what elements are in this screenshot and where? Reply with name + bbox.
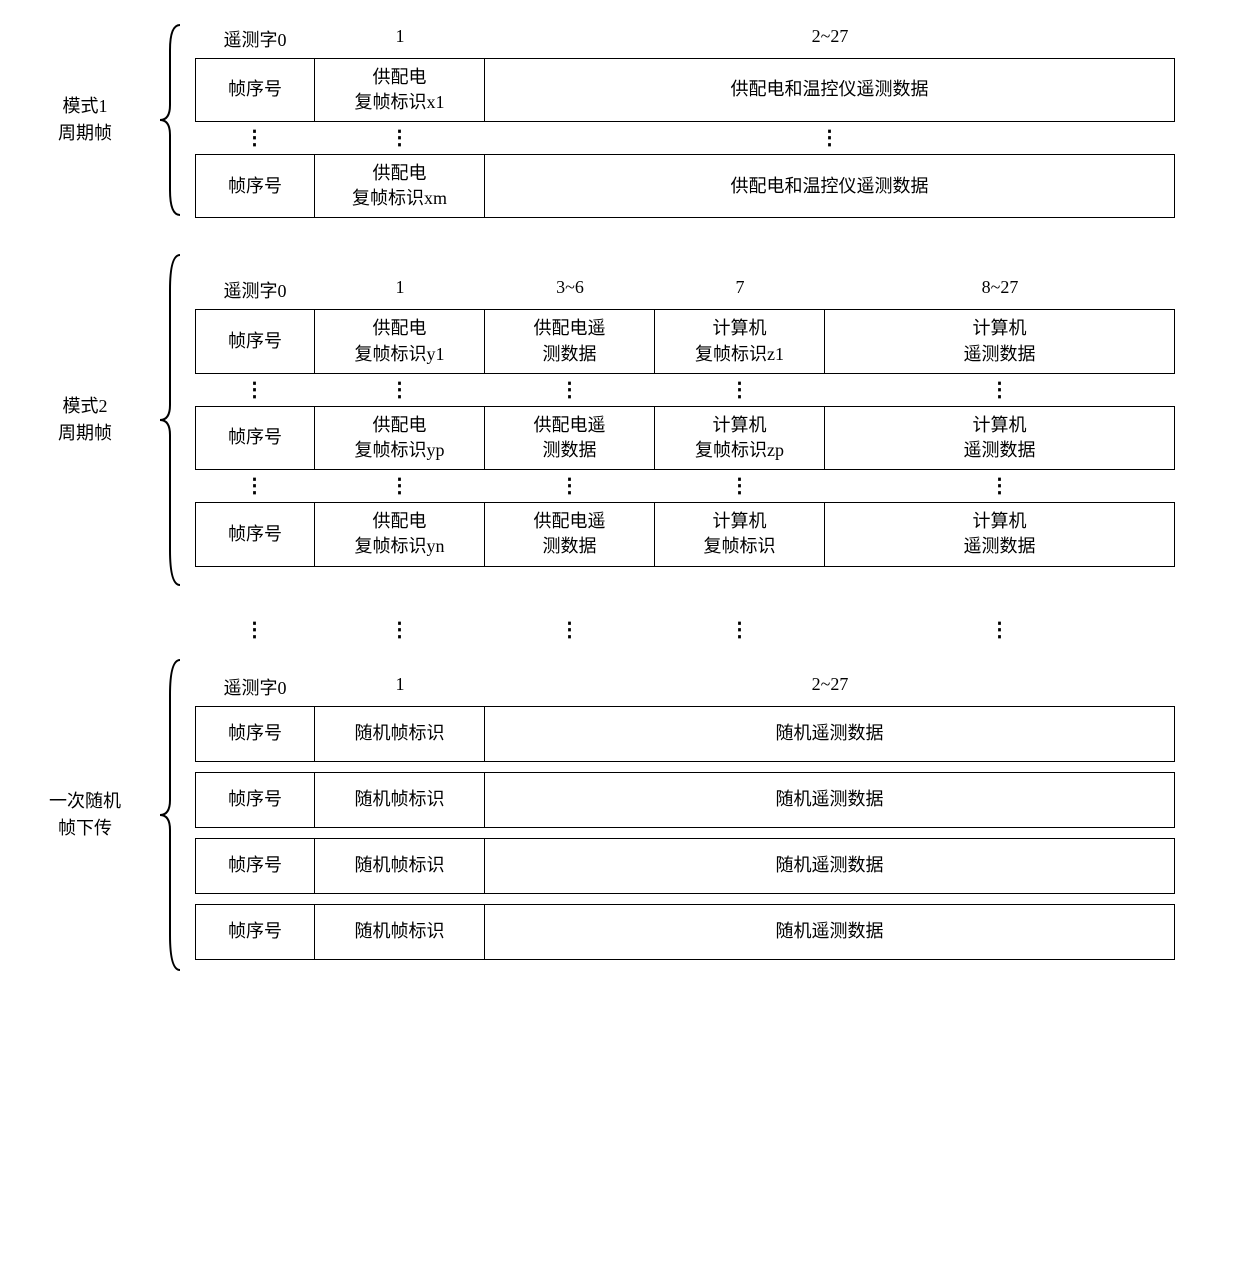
vdots: ⋮ (485, 380, 655, 400)
cell: 随机帧标识 (315, 838, 485, 894)
vdots: ⋮ (485, 128, 1175, 148)
table-row: 帧序号 随机帧标识 随机遥测数据 (195, 904, 1220, 960)
cell: 帧序号 (195, 772, 315, 828)
vdots: ⋮ (195, 380, 315, 400)
mode2-label: 模式2 周期帧 (20, 393, 150, 447)
random-header-0: 遥测字0 (195, 670, 315, 704)
table-row: 帧序号 供配电复帧标识xm 供配电和温控仪遥测数据 (195, 154, 1220, 218)
cell: 随机遥测数据 (485, 904, 1175, 960)
table-row: 帧序号 供配电复帧标识x1 供配电和温控仪遥测数据 (195, 58, 1220, 122)
random-header-1: 1 (315, 670, 485, 704)
cell: 供配电复帧标识yn (315, 502, 485, 566)
mode2-header-0: 遥测字0 (195, 273, 315, 307)
cell: 随机遥测数据 (485, 838, 1175, 894)
mode1-header-1: 1 (315, 22, 485, 56)
cell: 帧序号 (195, 406, 315, 470)
random-content: 遥测字0 1 2~27 帧序号 随机帧标识 随机遥测数据 帧序号 随机帧标识 随… (195, 670, 1220, 960)
vdots: ⋮ (195, 620, 315, 640)
mode2-header-2: 3~6 (485, 273, 655, 307)
vdots: ⋮ (825, 476, 1175, 496)
table-row: 帧序号 供配电复帧标识yn 供配电遥测数据 计算机复帧标识 计算机遥测数据 (195, 502, 1220, 566)
vdots: ⋮ (485, 620, 655, 640)
cell: 随机遥测数据 (485, 772, 1175, 828)
cell: 供配电复帧标识x1 (315, 58, 485, 122)
cell: 帧序号 (195, 706, 315, 762)
mode2-header-3: 7 (655, 273, 825, 307)
cell: 供配电遥测数据 (485, 309, 655, 373)
mode1-label-line2: 周期帧 (20, 120, 150, 147)
table-row: 帧序号 供配电复帧标识y1 供配电遥测数据 计算机复帧标识z1 计算机遥测数据 (195, 309, 1220, 373)
vdots: ⋮ (315, 380, 485, 400)
cell: 帧序号 (195, 502, 315, 566)
cell: 帧序号 (195, 58, 315, 122)
mode2-header-row: 遥测字0 1 3~6 7 8~27 (195, 273, 1220, 307)
table-row: 帧序号 随机帧标识 随机遥测数据 (195, 772, 1220, 828)
vdots: ⋮ (195, 128, 315, 148)
table-row: 帧序号 供配电复帧标识yp 供配电遥测数据 计算机复帧标识zp 计算机遥测数据 (195, 406, 1220, 470)
vdots: ⋮ (825, 380, 1175, 400)
mode1-content: 遥测字0 1 2~27 帧序号 供配电复帧标识x1 供配电和温控仪遥测数据 ⋮ … (195, 22, 1220, 219)
vdots: ⋮ (315, 476, 485, 496)
mode2-label-line2: 周期帧 (20, 420, 150, 447)
vdots: ⋮ (655, 476, 825, 496)
cell: 计算机复帧标识 (655, 502, 825, 566)
mode1-label: 模式1 周期帧 (20, 93, 150, 147)
cell: 计算机遥测数据 (825, 406, 1175, 470)
dots-row: ⋮ ⋮ ⋮ ⋮ ⋮ (195, 470, 1220, 502)
cell: 帧序号 (195, 904, 315, 960)
cell: 计算机遥测数据 (825, 502, 1175, 566)
mode2-content: 遥测字0 1 3~6 7 8~27 帧序号 供配电复帧标识y1 供配电遥测数据 … (195, 273, 1220, 566)
dots-row: ⋮ ⋮ ⋮ ⋮ ⋮ (195, 374, 1220, 406)
random-header-2: 2~27 (485, 670, 1175, 704)
mode2-brace (155, 250, 185, 590)
cell: 供配电和温控仪遥测数据 (485, 58, 1175, 122)
cell: 供配电和温控仪遥测数据 (485, 154, 1175, 218)
table-row: 帧序号 随机帧标识 随机遥测数据 (195, 838, 1220, 894)
vdots: ⋮ (655, 620, 825, 640)
random-label: 一次随机 帧下传 (20, 788, 150, 842)
cell: 帧序号 (195, 838, 315, 894)
dots-row: ⋮ ⋮ ⋮ (195, 122, 1220, 154)
vdots: ⋮ (825, 620, 1175, 640)
mode2-header-4: 8~27 (825, 273, 1175, 307)
vdots: ⋮ (485, 476, 655, 496)
random-brace (155, 655, 185, 975)
cell: 计算机复帧标识zp (655, 406, 825, 470)
cell: 随机帧标识 (315, 706, 485, 762)
mode1-header-2: 2~27 (485, 22, 1175, 56)
cell: 供配电复帧标识y1 (315, 309, 485, 373)
mode2-header-1: 1 (315, 273, 485, 307)
vdots: ⋮ (655, 380, 825, 400)
cell: 计算机复帧标识z1 (655, 309, 825, 373)
mode2-section: 模式2 周期帧 遥测字0 1 3~6 7 8~27 帧序号 供配电复帧标识y1 … (20, 250, 1220, 590)
cell: 供配电遥测数据 (485, 502, 655, 566)
mode1-section: 模式1 周期帧 遥测字0 1 2~27 帧序号 供配电复帧标识x1 供配电和温控… (20, 20, 1220, 220)
cell: 计算机遥测数据 (825, 309, 1175, 373)
cell: 供配电复帧标识yp (315, 406, 485, 470)
vdots: ⋮ (315, 128, 485, 148)
section-gap-dots: ⋮ ⋮ ⋮ ⋮ ⋮ (165, 620, 1220, 640)
vdots: ⋮ (195, 476, 315, 496)
mode1-header-0: 遥测字0 (195, 22, 315, 56)
table-row: 帧序号 随机帧标识 随机遥测数据 (195, 706, 1220, 762)
random-label-line2: 帧下传 (20, 815, 150, 842)
cell: 帧序号 (195, 154, 315, 218)
cell: 随机遥测数据 (485, 706, 1175, 762)
cell: 随机帧标识 (315, 904, 485, 960)
mode1-label-line1: 模式1 (20, 93, 150, 120)
mode1-header-row: 遥测字0 1 2~27 (195, 22, 1220, 56)
vdots: ⋮ (315, 620, 485, 640)
mode2-label-line1: 模式2 (20, 393, 150, 420)
random-label-line1: 一次随机 (20, 788, 150, 815)
cell: 帧序号 (195, 309, 315, 373)
random-header-row: 遥测字0 1 2~27 (195, 670, 1220, 704)
mode1-brace (155, 20, 185, 220)
cell: 供配电遥测数据 (485, 406, 655, 470)
cell: 随机帧标识 (315, 772, 485, 828)
cell: 供配电复帧标识xm (315, 154, 485, 218)
random-section: 一次随机 帧下传 遥测字0 1 2~27 帧序号 随机帧标识 随机遥测数据 帧序… (20, 655, 1220, 975)
